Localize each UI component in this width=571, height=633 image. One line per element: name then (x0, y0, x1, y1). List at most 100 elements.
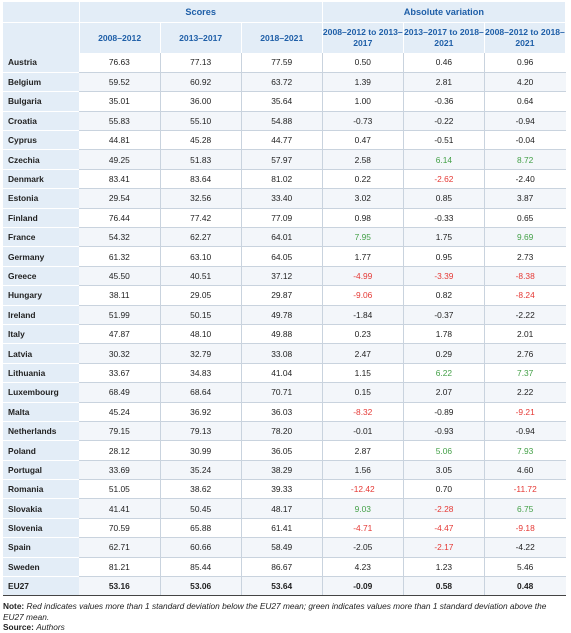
value-cell: 29.87 (241, 285, 323, 306)
table-row: Finland 76.44 77.42 77.09 0.98 -0.33 0.65 (3, 208, 566, 229)
value-cell: -0.09 (322, 576, 404, 597)
value-cell: 51.05 (79, 479, 161, 500)
value-cell: 7.93 (484, 440, 566, 461)
value-cell: 47.87 (79, 324, 161, 345)
value-cell: -3.39 (403, 266, 485, 287)
value-cell: 28.12 (79, 440, 161, 461)
value-cell: 0.85 (403, 188, 485, 209)
value-cell: -8.32 (322, 402, 404, 422)
country-cell: Bulgaria (3, 91, 80, 112)
value-cell: 32.56 (160, 188, 242, 209)
header-group-scores: Scores (79, 2, 323, 23)
value-cell: -4.71 (322, 518, 404, 539)
value-cell: 9.69 (484, 227, 566, 248)
value-cell: 83.41 (79, 169, 161, 190)
source-line: Source: Authors (3, 622, 566, 633)
country-cell: Slovakia (3, 498, 80, 519)
value-cell: 6.14 (403, 149, 485, 170)
value-cell: 41.04 (241, 363, 323, 384)
value-cell: 33.69 (79, 460, 161, 481)
value-cell: 62.27 (160, 227, 242, 248)
country-cell: Lithuania (3, 363, 80, 384)
value-cell: -1.84 (322, 305, 404, 325)
value-cell: 5.46 (484, 557, 566, 578)
table-row: Croatia 55.83 55.10 54.88 -0.73 -0.22 -0.94 (3, 111, 566, 132)
table-row: Spain 62.71 60.66 58.49 -2.05 -2.17 -4.22 (3, 537, 566, 558)
country-cell: EU27 (3, 576, 80, 597)
value-cell: 45.24 (79, 402, 161, 422)
value-cell: -9.06 (322, 285, 404, 306)
value-cell: 35.01 (79, 91, 161, 112)
value-cell: 54.32 (79, 227, 161, 248)
value-cell: 48.10 (160, 324, 242, 345)
value-cell: -8.24 (484, 285, 566, 306)
table-container: Scores Absolute variation 2008–2012 2013… (3, 2, 567, 633)
country-cell: Latvia (3, 343, 80, 364)
value-cell: 77.13 (160, 53, 242, 73)
value-cell: 51.83 (160, 149, 242, 170)
value-cell: 0.82 (403, 285, 485, 306)
country-cell: Finland (3, 208, 80, 229)
value-cell: 0.23 (322, 324, 404, 345)
table-row: Estonia 29.54 32.56 33.40 3.02 0.85 3.87 (3, 188, 566, 209)
value-cell: 68.64 (160, 382, 242, 403)
value-cell: -8.38 (484, 266, 566, 287)
table-row: France 54.32 62.27 64.01 7.95 1.75 9.69 (3, 227, 566, 248)
value-cell: 1.00 (322, 91, 404, 112)
value-cell: 36.00 (160, 91, 242, 112)
scores-table: Scores Absolute variation 2008–2012 2013… (3, 2, 567, 597)
table-row: Cyprus 44.81 45.28 44.77 0.47 -0.51 -0.04 (3, 130, 566, 151)
value-cell: 64.05 (241, 246, 323, 267)
value-cell: -0.94 (484, 111, 566, 132)
value-cell: 3.05 (403, 460, 485, 481)
country-cell: Hungary (3, 285, 80, 306)
value-cell: -0.01 (322, 421, 404, 442)
table-row: Belgium 59.52 60.92 63.72 1.39 2.81 4.20 (3, 72, 566, 93)
value-cell: 53.06 (160, 576, 242, 597)
value-cell: -0.93 (403, 421, 485, 442)
value-cell: 1.75 (403, 227, 485, 248)
column-header: 2018–2021 (241, 22, 323, 53)
column-header: 2008–2012 to 2013–2017 (322, 22, 404, 53)
header-group-variation: Absolute variation (322, 2, 567, 23)
value-cell: 30.99 (160, 440, 242, 461)
value-cell: 9.03 (322, 498, 404, 519)
value-cell: -4.22 (484, 537, 566, 558)
value-cell: 6.75 (484, 498, 566, 519)
value-cell: 0.15 (322, 382, 404, 403)
country-cell: Portugal (3, 460, 80, 481)
value-cell: 58.49 (241, 537, 323, 558)
value-cell: 70.59 (79, 518, 161, 539)
value-cell: 2.81 (403, 72, 485, 93)
column-header: 2008–2012 to 2018–2021 (484, 22, 567, 53)
source-text: Authors (36, 622, 65, 633)
country-cell: Malta (3, 402, 80, 422)
table-row: Slovenia 70.59 65.88 61.41 -4.71 -4.47 -9.18 (3, 518, 566, 539)
value-cell: 30.32 (79, 343, 161, 364)
value-cell: 36.03 (241, 402, 323, 422)
table-row: Malta 45.24 36.92 36.03 -8.32 -0.89 -9.21 (3, 402, 566, 422)
value-cell: 0.96 (484, 53, 566, 73)
table-row: Germany 61.32 63.10 64.05 1.77 0.95 2.73 (3, 246, 566, 267)
value-cell: 29.05 (160, 285, 242, 306)
value-cell: 83.64 (160, 169, 242, 190)
table-note: Note: Red indicates values more than 1 s… (3, 601, 566, 633)
value-cell: 1.23 (403, 557, 485, 578)
value-cell: 8.72 (484, 149, 566, 170)
value-cell: 34.83 (160, 363, 242, 384)
value-cell: 0.95 (403, 246, 485, 267)
value-cell: 77.42 (160, 208, 242, 229)
value-cell: 48.17 (241, 498, 323, 519)
value-cell: 35.24 (160, 460, 242, 481)
value-cell: 81.02 (241, 169, 323, 190)
country-cell: Netherlands (3, 421, 80, 442)
value-cell: 7.37 (484, 363, 566, 384)
value-cell: 55.83 (79, 111, 161, 132)
value-cell: 50.15 (160, 305, 242, 325)
table-row: Czechia 49.25 51.83 57.97 2.58 6.14 8.72 (3, 149, 566, 170)
table-header: Scores Absolute variation 2008–2012 2013… (3, 2, 567, 53)
value-cell: 0.22 (322, 169, 404, 190)
value-cell: 36.92 (160, 402, 242, 422)
value-cell: -0.94 (484, 421, 566, 442)
value-cell: 2.01 (484, 324, 566, 345)
